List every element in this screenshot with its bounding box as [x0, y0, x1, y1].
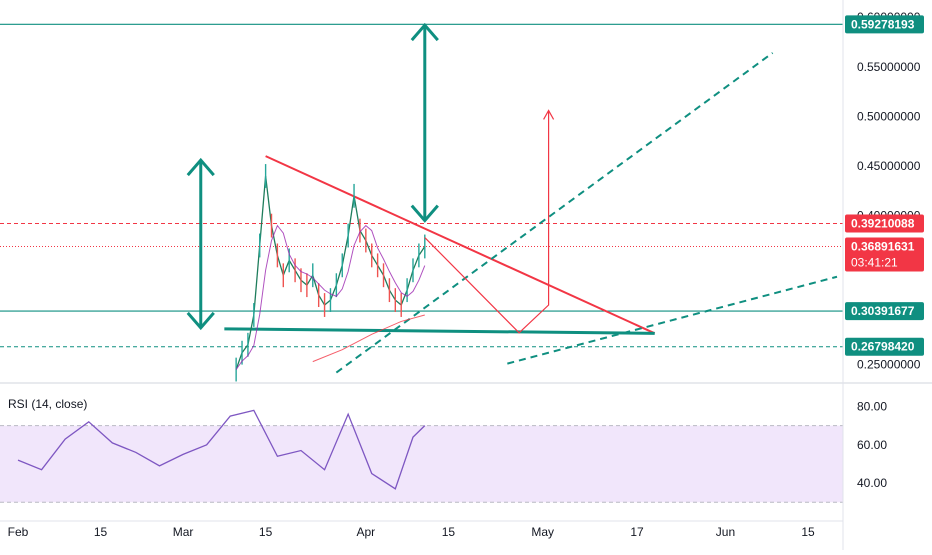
price-label-text: 0.39210088 — [851, 217, 915, 231]
rsi-label: RSI (14, close) — [8, 397, 87, 411]
descending-trendline — [265, 155, 656, 335]
triangle-height-arrow-head-bottom — [186, 311, 215, 331]
rsi-tick-label: 80.00 — [857, 399, 887, 413]
price-label-box — [845, 302, 924, 321]
price-label-box — [845, 15, 924, 34]
triangle-base-line — [224, 327, 655, 335]
price-label-box — [845, 237, 924, 272]
time-tick-label: Feb — [8, 525, 29, 539]
time-tick-label: Jun — [716, 525, 735, 539]
time-tick-label: Mar — [173, 525, 194, 539]
target-projection-arrow-head-bottom — [410, 204, 439, 223]
ascending-channel-upper — [335, 52, 774, 374]
time-tick-label: 15 — [442, 525, 456, 539]
price-label-box — [845, 337, 924, 356]
time-tick-label: 15 — [259, 525, 273, 539]
fast-moving-average — [235, 224, 426, 370]
time-tick-label: 17 — [630, 525, 644, 539]
price-label-box — [845, 214, 924, 233]
time-tick-label: Apr — [356, 525, 375, 539]
time-tick-label: 15 — [801, 525, 815, 539]
price-line — [235, 175, 426, 370]
price-tick-label: 0.50000000 — [857, 109, 921, 123]
price-tick-label: 0.55000000 — [857, 60, 921, 74]
ascending-channel-lower — [507, 275, 838, 365]
rsi-tick-label: 60.00 — [857, 438, 887, 452]
rsi-tick-label: 40.00 — [857, 476, 887, 490]
price-label-text: 0.26798420 — [851, 340, 915, 354]
rsi-line — [17, 409, 426, 490]
price-label-text: 0.36891631 — [851, 240, 915, 254]
rsi-band — [0, 425, 843, 503]
triangle-height-arrow-head-top — [186, 157, 215, 177]
price-tick-label: 0.25000000 — [857, 358, 921, 372]
zigzag-arrowhead — [543, 109, 555, 120]
price-label-text: 0.30391677 — [851, 304, 915, 318]
price-tick-label: 0.45000000 — [857, 159, 921, 173]
price-label-text: 0.59278193 — [851, 17, 915, 31]
time-tick-label: May — [531, 525, 554, 539]
time-tick-label: 15 — [94, 525, 108, 539]
target-projection-arrow-head-top — [410, 22, 439, 42]
zigzag-projection — [424, 110, 550, 334]
countdown-label: 03:41:21 — [851, 256, 898, 270]
slow-moving-average — [312, 314, 425, 363]
